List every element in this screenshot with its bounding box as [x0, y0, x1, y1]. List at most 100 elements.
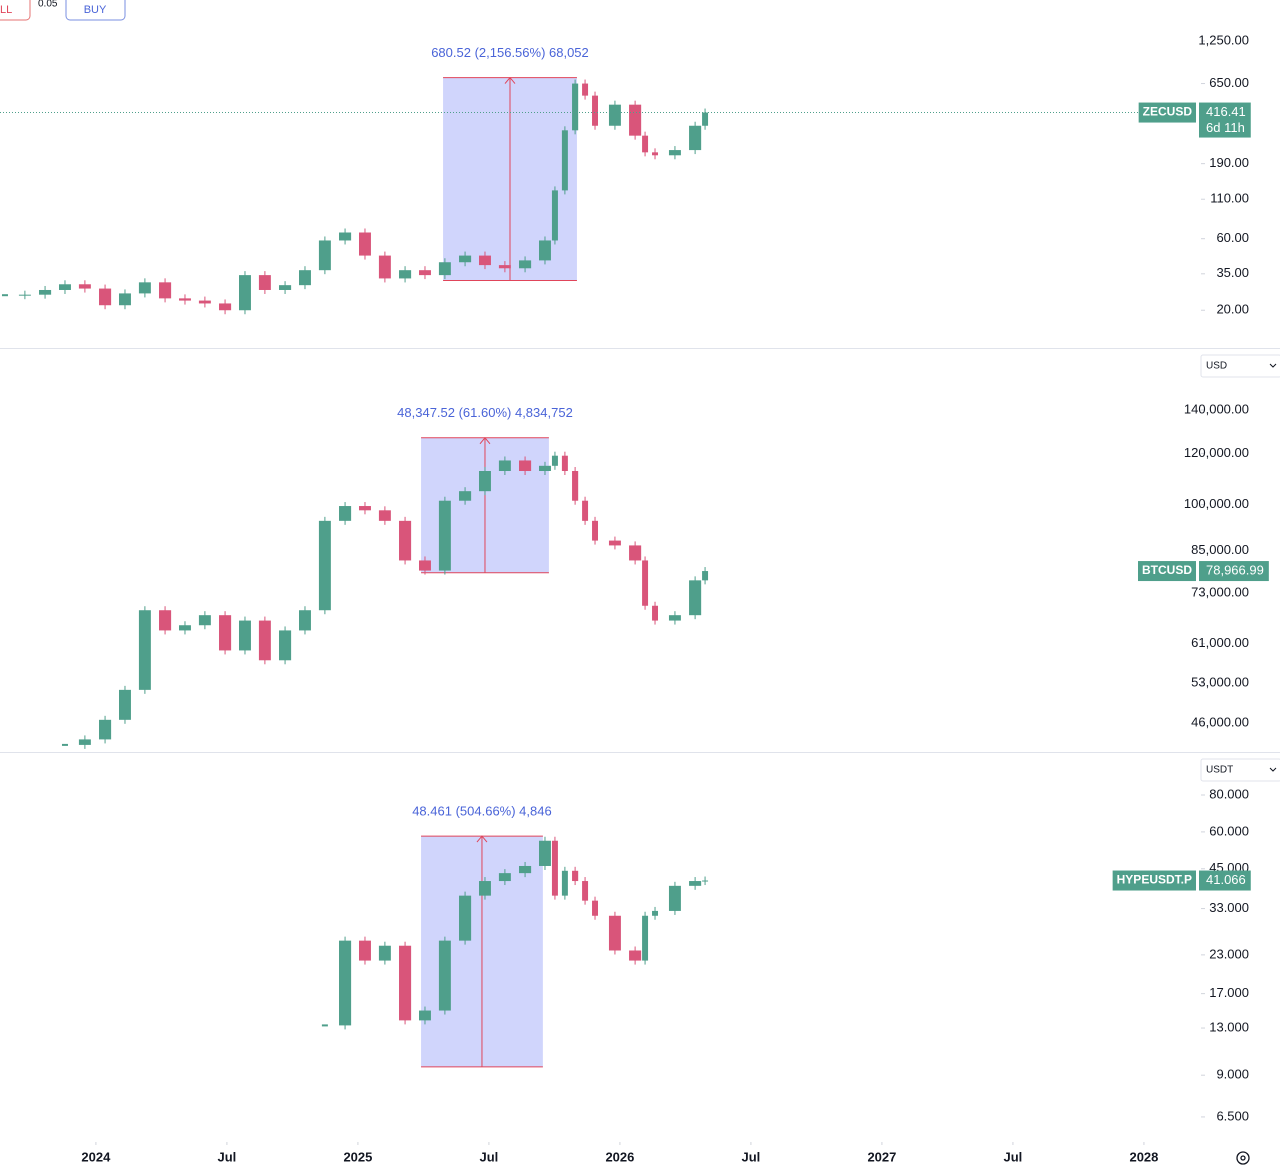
x-tick-label: Jul	[742, 1149, 761, 1164]
sell-button[interactable]	[0, 0, 31, 21]
y-tick-label: 53,000.00	[1191, 675, 1249, 690]
candle	[498, 265, 511, 269]
candle	[399, 270, 412, 279]
measure-arrowhead	[504, 76, 516, 84]
dropdown-chevron	[1269, 363, 1277, 368]
candle	[551, 840, 558, 896]
measure-label: 48,347.52 (61.60%) 4,834,752	[397, 405, 573, 420]
candle	[239, 620, 251, 651]
candle	[419, 270, 431, 276]
symbol-tag	[1138, 102, 1196, 123]
candle	[629, 950, 642, 961]
candle	[689, 580, 702, 616]
candle	[592, 520, 599, 541]
y-tick-label: 46,000.00	[1191, 714, 1249, 729]
candle	[459, 255, 472, 263]
y-tick-label: 73,000.00	[1191, 585, 1249, 600]
candle	[519, 460, 532, 472]
candle	[519, 865, 532, 874]
candle	[78, 284, 91, 289]
candle	[551, 190, 558, 241]
candle	[99, 288, 112, 306]
y-tick-label: 9.000	[1216, 1067, 1249, 1082]
y-tick-label: 23.000	[1209, 946, 1249, 961]
measure-label: 48.461 (504.66%) 4,846	[412, 804, 552, 819]
candle	[198, 615, 211, 626]
measure-arrowhead	[476, 835, 488, 843]
candle	[668, 150, 681, 156]
candle	[582, 500, 589, 521]
candle	[279, 285, 292, 290]
pane-content: 140,000.00 120,000.00 100,000.00 85,000.00 7…	[61, 401, 1249, 749]
candle	[519, 260, 532, 269]
candle	[498, 873, 511, 882]
candle	[629, 545, 642, 561]
candle	[378, 255, 391, 279]
dropdown-chevron	[1269, 767, 1277, 772]
candle	[399, 945, 412, 1021]
candle	[438, 262, 451, 276]
candle	[668, 615, 681, 621]
symbol-tag-label: ZECUSD	[1143, 105, 1193, 119]
candle	[539, 465, 551, 472]
price-tag	[1199, 870, 1251, 891]
candle	[479, 255, 491, 266]
y-tick-label: 33.000	[1209, 900, 1249, 915]
candle	[59, 284, 71, 290]
price-tag-label: 41.066	[1206, 872, 1246, 887]
candle	[39, 289, 52, 295]
sell-label: LL	[0, 4, 12, 16]
price-pane: 80.00060.00045.00033.00023.00017.00013.0…	[321, 758, 1280, 1123]
y-tick-label: 1,250.00	[1198, 32, 1249, 47]
candle	[179, 298, 191, 301]
x-tick-label: Jul	[480, 1149, 499, 1164]
y-tick-label: 61,000.00	[1191, 635, 1249, 650]
candle	[592, 95, 599, 126]
y-tick-label: 13.000	[1209, 1019, 1249, 1034]
candle	[159, 610, 172, 631]
candle	[318, 240, 331, 271]
countdown: 6d 11h	[1206, 120, 1245, 135]
price-tag-label: 78,966.99	[1206, 562, 1264, 577]
candle	[318, 520, 331, 611]
candle	[18, 294, 31, 296]
quantity: 0.05	[38, 0, 58, 10]
candle	[702, 112, 709, 126]
price-tag	[1199, 561, 1269, 582]
currency-selector[interactable]	[1200, 758, 1280, 782]
y-tick-label: 85,000.00	[1191, 542, 1249, 557]
settings-icon[interactable]	[1236, 1151, 1250, 1165]
buy-button[interactable]	[65, 0, 126, 21]
symbol-tag	[1138, 561, 1196, 582]
candle	[359, 940, 371, 961]
price-tag	[1199, 102, 1251, 138]
x-tick-label: Jul	[1004, 1149, 1023, 1164]
candle	[689, 881, 702, 886]
candle	[419, 1010, 431, 1021]
candle	[668, 885, 681, 911]
candle	[258, 620, 271, 661]
candle	[652, 605, 659, 621]
candle	[359, 506, 371, 511]
candle	[479, 471, 491, 492]
candle	[561, 870, 568, 896]
y-tick-label: 6.500	[1216, 1108, 1249, 1123]
candle	[592, 900, 599, 916]
measure-arrowhead	[479, 436, 491, 445]
y-tick-label: 110.00	[1210, 191, 1249, 206]
settings-icon-center	[1240, 1155, 1246, 1161]
candle	[378, 945, 391, 961]
y-tick-label: 20.00	[1216, 302, 1249, 317]
candle	[572, 870, 579, 882]
currency-selector[interactable]	[1200, 354, 1280, 378]
candle	[561, 455, 568, 472]
y-tick-label: 35.00	[1216, 265, 1249, 280]
candle	[642, 135, 649, 153]
symbol-tag-label: HYPEUSDT.P	[1117, 873, 1192, 887]
candle	[572, 471, 579, 501]
candle	[539, 240, 551, 261]
candle	[498, 460, 511, 472]
candle	[198, 300, 211, 304]
candle	[702, 571, 709, 581]
